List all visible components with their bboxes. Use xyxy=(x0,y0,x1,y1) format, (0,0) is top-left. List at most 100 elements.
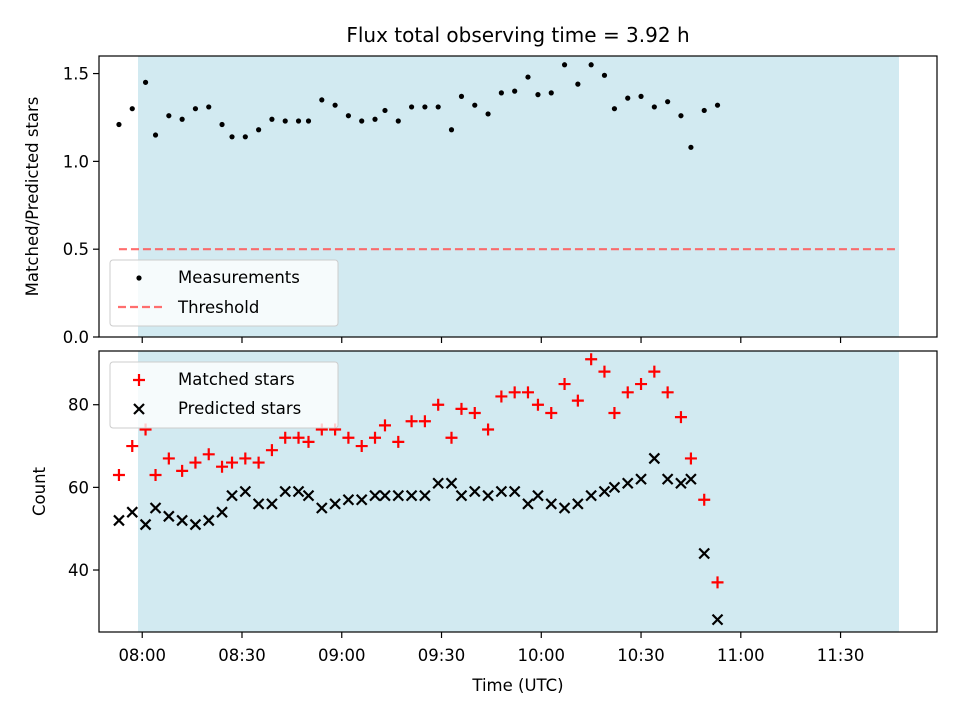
bottom-x-tick-label: 09:00 xyxy=(318,646,366,665)
top-y-axis: 0.0 0.5 1.0 1.5 xyxy=(63,65,99,347)
predicted-star-point xyxy=(635,473,647,485)
bottom-plot-area xyxy=(112,353,724,626)
x-axis-label: Time (UTC) xyxy=(471,676,563,695)
predicted-star-point xyxy=(432,477,444,490)
matched-star-point xyxy=(369,431,382,444)
predicted-star-point xyxy=(379,489,391,502)
predicted-star-point xyxy=(572,498,584,510)
predicted-star-point xyxy=(292,485,305,498)
matched-star-point xyxy=(216,460,229,473)
matched-star-point xyxy=(711,576,724,589)
predicted-star-point xyxy=(405,489,418,502)
matched-star-point xyxy=(265,444,278,457)
bottom-x-tick-label: 08:30 xyxy=(218,646,266,665)
measurement-point xyxy=(229,134,235,140)
measurements-legend-marker xyxy=(136,275,142,281)
measurement-point xyxy=(472,102,478,108)
matched-star-point xyxy=(545,406,558,419)
matched-star-point xyxy=(355,440,368,453)
bottom-y-axis-label: Count xyxy=(30,466,49,516)
measurement-point xyxy=(588,62,594,68)
measurement-point xyxy=(611,106,618,112)
measurement-point xyxy=(688,144,694,150)
predicted-star-point xyxy=(302,489,315,502)
matched-star-point xyxy=(302,435,315,448)
bottom-panel: 40 60 80 08:00 08:30 09:00 09:30 10:00 10:30 11:… xyxy=(30,350,938,695)
matched-star-point xyxy=(126,440,139,453)
matched-star-point xyxy=(239,452,252,465)
measurement-point xyxy=(166,113,172,119)
matched-star-point xyxy=(149,468,162,481)
top-plot-area xyxy=(116,62,898,251)
predicted-star-point xyxy=(202,514,215,527)
measurement-point xyxy=(242,134,248,140)
bottom-x-tick-label: 10:30 xyxy=(617,646,665,665)
measurement-point xyxy=(625,95,631,101)
predicted-star-point xyxy=(698,547,710,560)
predicted-star-point xyxy=(558,502,571,514)
measurement-point xyxy=(548,90,554,96)
predicted-star-point xyxy=(495,485,508,498)
measurement-point xyxy=(638,93,644,99)
measurement-point xyxy=(458,93,465,99)
measurement-point xyxy=(305,118,312,124)
predicted-star-point xyxy=(608,481,621,494)
bottom-x-tick-label: 11:00 xyxy=(717,646,765,665)
top-y-axis-label: Matched/Predicted stars xyxy=(23,97,42,297)
predicted-star-point xyxy=(711,613,724,626)
predicted-star-point xyxy=(648,452,661,465)
measurement-point xyxy=(535,92,541,98)
bottom-x-tick-label: 11:30 xyxy=(817,646,865,665)
measurement-point xyxy=(152,132,159,138)
predicted-star-point xyxy=(316,502,328,514)
bottom-y-axis: 40 60 80 xyxy=(68,396,99,580)
measurement-point xyxy=(372,116,378,122)
top-legend: Measurements Threshold xyxy=(109,259,339,327)
measurement-point xyxy=(422,104,428,110)
matched-star-point xyxy=(635,378,648,391)
measurement-point xyxy=(142,79,149,85)
predicted-star-point xyxy=(585,489,597,502)
predicted-star-point xyxy=(445,477,458,490)
predicted-star-point xyxy=(369,489,381,502)
predicted-star-point xyxy=(176,514,188,527)
matched-star-point xyxy=(226,456,239,469)
predicted-star-point xyxy=(329,498,341,510)
matched-star-point xyxy=(585,353,598,366)
predicted-star-point xyxy=(149,502,162,514)
matched-star-point xyxy=(378,419,391,432)
top-axes-frame xyxy=(98,55,938,338)
matched-star-point xyxy=(698,493,711,506)
predicted-star-point xyxy=(621,477,634,490)
matched-star-point xyxy=(508,386,521,399)
measurement-point xyxy=(575,81,581,87)
matched-star-point xyxy=(432,398,445,411)
predicted-star-point xyxy=(113,514,125,527)
predicted-star-point xyxy=(508,485,521,498)
measurement-point xyxy=(332,102,338,108)
measurement-point xyxy=(601,72,608,78)
measurement-point xyxy=(206,104,212,110)
top-y-tick-label: 1.5 xyxy=(63,65,89,84)
measurement-point xyxy=(408,104,415,110)
measurement-point xyxy=(256,127,262,133)
predicted-star-point xyxy=(468,485,481,498)
matched-star-point xyxy=(189,456,202,469)
measurement-point xyxy=(701,107,707,114)
matched-star-point xyxy=(455,402,468,415)
measurement-point xyxy=(382,107,388,114)
matched-star-point xyxy=(608,406,621,419)
predicted-star-point xyxy=(598,485,611,498)
predicted-star-point xyxy=(239,485,252,498)
predicted-star-point xyxy=(532,489,544,502)
matched-star-point xyxy=(482,423,495,436)
measurement-point xyxy=(295,118,302,124)
measurement-point xyxy=(192,106,199,112)
measurement-point xyxy=(448,127,455,133)
measurement-point xyxy=(651,104,657,110)
matched-star-point xyxy=(598,365,611,378)
measurement-point xyxy=(435,104,441,110)
bottom-legend: Matched stars Predicted stars xyxy=(109,361,339,429)
matched-star-point xyxy=(648,365,661,378)
